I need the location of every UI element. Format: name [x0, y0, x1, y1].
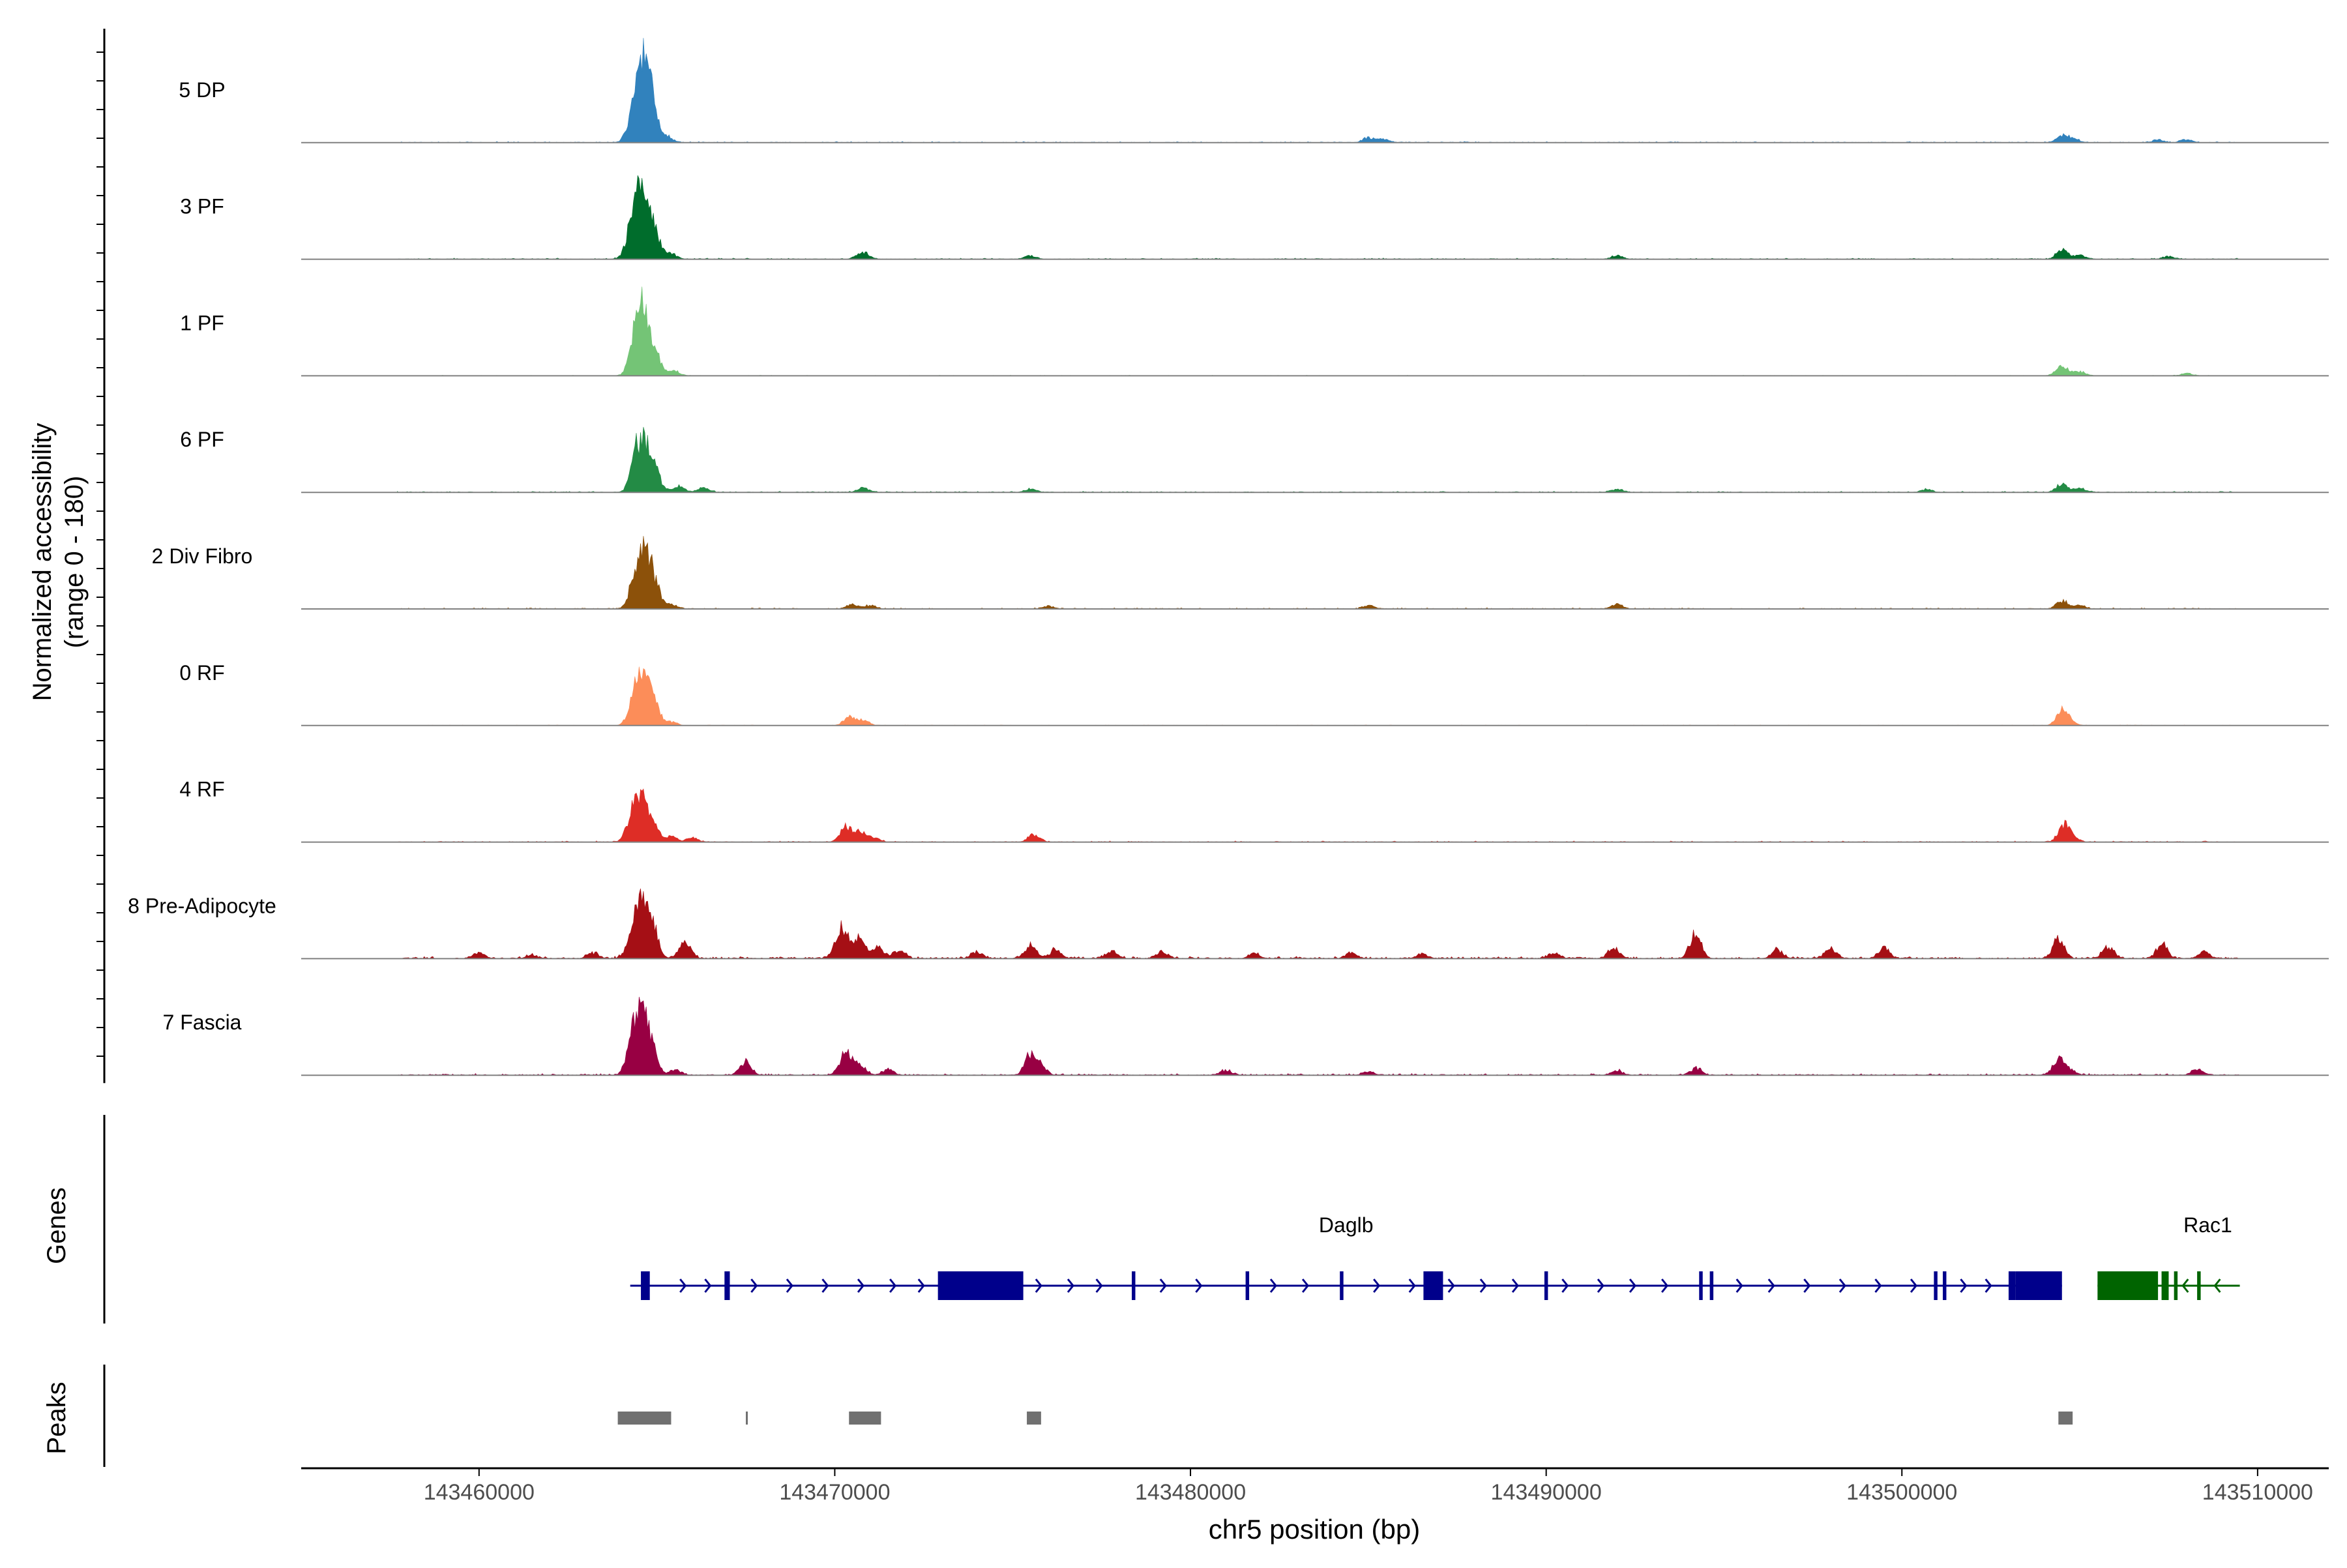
gene-strand-arrow	[750, 1279, 758, 1293]
gene-exon	[2008, 1271, 2016, 1300]
gene-strand-arrow	[704, 1279, 712, 1293]
gene-strand-arrow	[1195, 1279, 1203, 1293]
coverage-track-2-div-fibro	[397, 536, 2240, 610]
gene-strand-arrow	[1985, 1279, 1992, 1293]
gene-strand-arrow	[1301, 1279, 1310, 1293]
coverage-track-5-dp	[397, 38, 2240, 143]
x-tick-label: 143480000	[1135, 1480, 1246, 1505]
gene-exon	[724, 1271, 730, 1300]
x-axis-label: chr5 position (bp)	[1209, 1514, 1421, 1545]
gene-strand-arrow	[1511, 1279, 1519, 1293]
x-tick-label: 143470000	[779, 1480, 890, 1505]
gene-strand-arrow	[2181, 1279, 2189, 1293]
gene-exon	[2015, 1271, 2062, 1300]
gene-strand-arrow	[1960, 1279, 1968, 1293]
peak-region	[746, 1412, 748, 1425]
gene-strand-arrow	[1035, 1279, 1042, 1293]
x-tick-label: 143490000	[1491, 1480, 1602, 1505]
gene-strand-arrow	[1838, 1279, 1846, 1293]
gene-exon	[1423, 1271, 1443, 1300]
gene-strand-arrow	[1408, 1279, 1416, 1293]
gene-exon	[1544, 1271, 1548, 1300]
peak-region	[617, 1412, 672, 1425]
gene-strand-arrow	[1597, 1279, 1604, 1293]
gene-exon	[1340, 1271, 1344, 1300]
peaks-label: Peaks	[42, 1382, 71, 1454]
track-label: 1 PF	[180, 311, 224, 334]
peak-region	[2058, 1412, 2073, 1425]
gene-strand-arrow	[857, 1279, 864, 1293]
gene-strand-arrow	[1561, 1279, 1569, 1293]
gene-exon	[2097, 1271, 2159, 1300]
coverage-track-1-pf	[397, 286, 2240, 376]
coverage-track-4-rf	[397, 788, 2240, 842]
track-label: 8 Pre-Adipocyte	[128, 894, 276, 917]
gene-strand-arrow	[2213, 1279, 2221, 1293]
gene-strand-arrow	[1629, 1279, 1636, 1293]
track-label: 4 RF	[179, 778, 224, 801]
gene-strand-arrow	[1767, 1279, 1775, 1293]
coverage-track-8-pre-adipocyte	[397, 888, 2240, 959]
gene-exon	[1709, 1271, 1714, 1300]
gene-strand-arrow	[679, 1279, 687, 1293]
coverage-track-7-fascia	[397, 996, 2240, 1076]
gene-strand-arrow	[1661, 1279, 1669, 1293]
gene-exon	[1934, 1271, 1938, 1300]
y-axis-label-line1: Normalized accessibility	[28, 423, 57, 702]
gene-strand-arrow	[1373, 1279, 1381, 1293]
gene-strand-arrow	[1067, 1279, 1074, 1293]
track-label: 5 DP	[179, 78, 225, 102]
gene-label-daglb: Daglb	[1319, 1213, 1374, 1237]
gene-strand-arrow	[889, 1279, 897, 1293]
gene-exon	[2197, 1271, 2201, 1300]
gene-exon	[2174, 1271, 2178, 1300]
track-label: 0 RF	[179, 661, 224, 685]
genes-label: Genes	[42, 1187, 71, 1264]
gene-strand-arrow	[1479, 1279, 1487, 1293]
gene-exon	[641, 1271, 650, 1300]
gene-exon	[1943, 1271, 1947, 1300]
gene-strand-arrow	[1874, 1279, 1882, 1293]
coverage-track-0-rf	[397, 666, 2240, 726]
track-label: 6 PF	[180, 428, 224, 451]
x-tick-label: 143500000	[1846, 1480, 1957, 1505]
coverage-track-3-pf	[397, 175, 2240, 259]
gene-strand-arrow	[1447, 1279, 1455, 1293]
gene-strand-arrow	[1269, 1279, 1277, 1293]
gene-strand-arrow	[917, 1279, 925, 1293]
track-label: 7 Fascia	[163, 1011, 242, 1034]
gene-exon	[2161, 1271, 2169, 1300]
gene-strand-arrow	[1095, 1279, 1103, 1293]
x-tick-label: 143460000	[424, 1480, 535, 1505]
peak-region	[1027, 1412, 1041, 1425]
y-axis-label-line2: (range 0 - 180)	[60, 476, 89, 649]
peak-region	[849, 1412, 881, 1425]
coverage-track-6-pf	[397, 426, 2240, 493]
gene-exon	[1699, 1271, 1703, 1300]
gene-strand-arrow	[821, 1279, 829, 1293]
gene-strand-arrow	[1159, 1279, 1167, 1293]
gene-label-rac1: Rac1	[2183, 1213, 2232, 1237]
track-label: 2 Div Fibro	[152, 544, 253, 568]
gene-strand-arrow	[1735, 1279, 1743, 1293]
gene-exon	[1132, 1271, 1136, 1300]
x-tick-label: 143510000	[2202, 1480, 2313, 1505]
gene-exon	[937, 1271, 1024, 1300]
gene-strand-arrow	[786, 1279, 793, 1293]
track-label: 3 PF	[180, 195, 224, 218]
gene-strand-arrow	[1910, 1279, 1918, 1293]
gene-strand-arrow	[1803, 1279, 1811, 1293]
gene-exon	[1245, 1271, 1250, 1300]
